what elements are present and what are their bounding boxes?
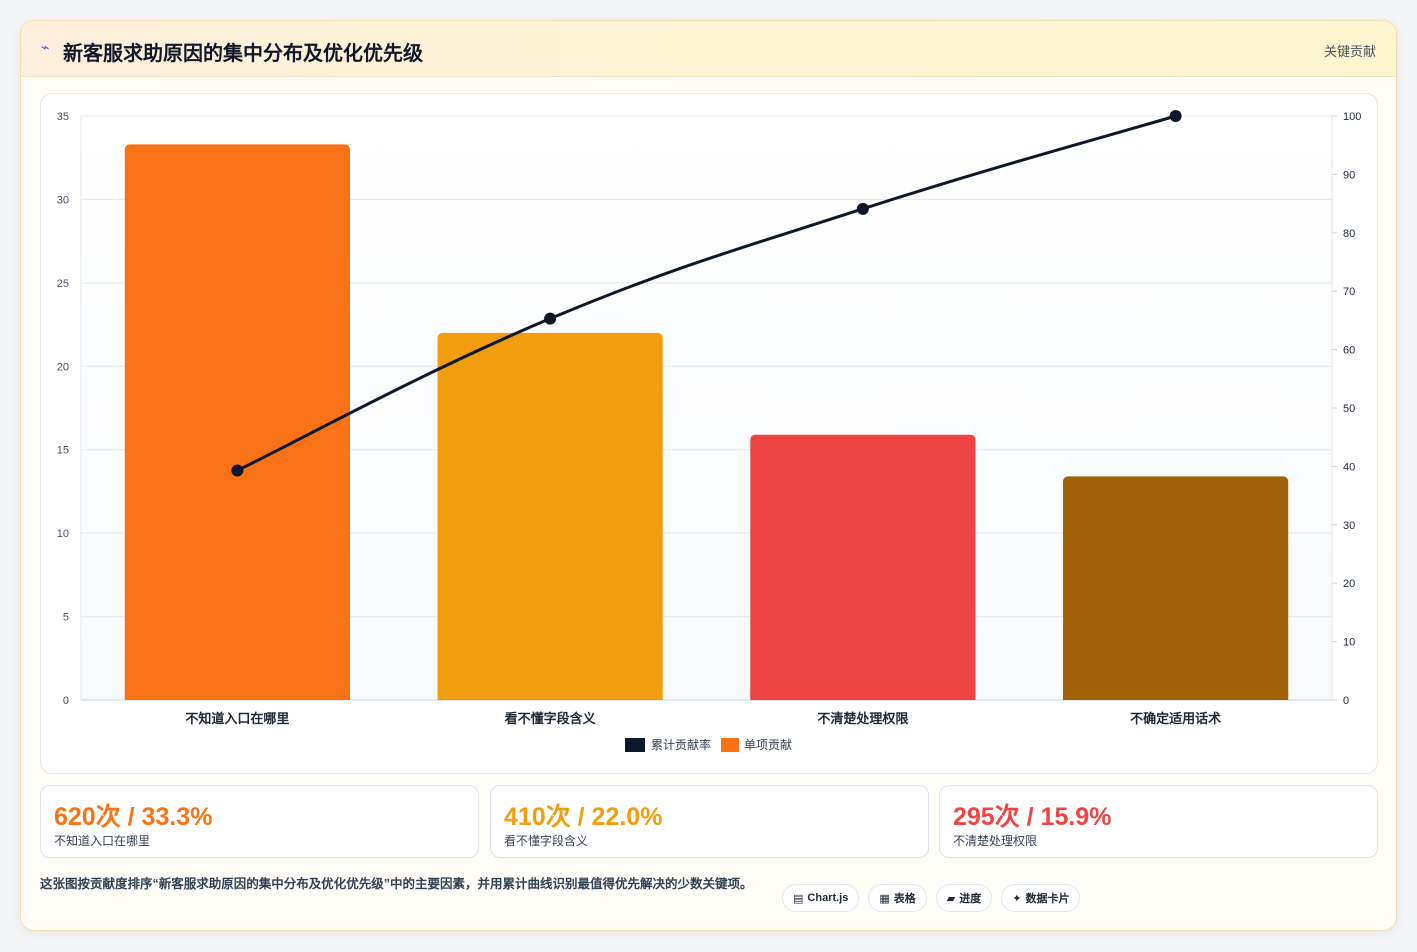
chip-data-card[interactable]: ✦ 数据卡片 bbox=[1001, 884, 1081, 912]
chip-progress[interactable]: ▰ 进度 bbox=[935, 884, 993, 912]
x-tick-label: 看不懂字段含义 bbox=[505, 711, 597, 726]
chip-label: 数据卡片 bbox=[1025, 893, 1070, 905]
chip-label: Chart.js bbox=[807, 892, 849, 904]
x-tick-label: 不知道入口在哪里 bbox=[185, 711, 289, 726]
y-left-tick-label: 0 bbox=[63, 695, 69, 707]
stat-value: 410次 / 22.0% bbox=[504, 803, 663, 831]
y-left-tick-label: 15 bbox=[57, 445, 69, 457]
bar-base bbox=[437, 694, 663, 700]
card-header: ⌁ 新客服求助原因的集中分布及优化优先级 关键贡献 bbox=[21, 21, 1396, 77]
bar-3 bbox=[750, 434, 976, 700]
y-right-tick-label: 10 bbox=[1343, 637, 1355, 649]
legend-label-line: 累计贡献率 bbox=[651, 737, 711, 752]
bar-1 bbox=[124, 144, 350, 700]
y-left-tick-label: 25 bbox=[57, 278, 69, 290]
y-left-tick-label: 5 bbox=[63, 612, 69, 624]
y-right-tick-label: 90 bbox=[1343, 169, 1355, 181]
progress-icon: ▰ bbox=[946, 892, 956, 905]
chart-description: 这张图按贡献度排序“新客服求助原因的集中分布及优化优先级”中的主要因素，并用累计… bbox=[40, 877, 753, 891]
stat-label: 不知道入口在哪里 bbox=[54, 834, 151, 848]
cumulative-line bbox=[236, 114, 1177, 472]
y-left-tick-label: 10 bbox=[57, 528, 69, 540]
bar-base bbox=[1063, 694, 1289, 700]
y-right-tick-label: 60 bbox=[1343, 345, 1355, 357]
bar-4 bbox=[1063, 476, 1289, 700]
cumulative-point-4 bbox=[1169, 110, 1182, 122]
pareto-chart: 0 5 10 15 20 25 30 35 0 10 20 30 40 50 60 70 80 90 100 不知道入… bbox=[57, 110, 1361, 752]
legend-swatch-bar bbox=[721, 738, 739, 752]
chart-icon: ▤ bbox=[793, 892, 804, 905]
y-right-tick-label: 100 bbox=[1343, 111, 1361, 123]
bar-base bbox=[124, 694, 350, 700]
stat-value: 620次 / 33.3% bbox=[54, 803, 213, 831]
sparkle-icon: ✦ bbox=[1012, 892, 1022, 905]
bar-2 bbox=[437, 332, 663, 700]
x-tick-label: 不确定适用话术 bbox=[1130, 711, 1221, 726]
stat-card-2: 410次 / 22.0% 看不懂字段含义 bbox=[490, 785, 929, 858]
legend-swatch-line bbox=[625, 738, 645, 752]
legend-label-bar: 单项贡献 bbox=[744, 737, 792, 752]
stat-card-1: 620次 / 33.3% 不知道入口在哪里 bbox=[40, 785, 479, 858]
header-tag: 关键贡献 bbox=[1323, 44, 1376, 59]
y-right-tick-label: 30 bbox=[1343, 520, 1355, 532]
stat-label: 看不懂字段含义 bbox=[504, 834, 589, 848]
chart-panel: 0 5 10 15 20 25 30 35 0 10 20 30 40 50 60 70 80 90 100 不知道入… bbox=[40, 93, 1378, 774]
y-right-tick-label: 40 bbox=[1343, 461, 1355, 473]
chip-label: 进度 bbox=[959, 893, 982, 905]
stat-value: 295次 / 15.9% bbox=[953, 803, 1112, 831]
y-left-tick-label: 30 bbox=[57, 194, 69, 206]
stat-card-3: 295次 / 15.9% 不清楚处理权限 bbox=[939, 785, 1378, 858]
y-right-tick-label: 50 bbox=[1343, 403, 1355, 415]
y-left-tick-label: 35 bbox=[57, 111, 69, 123]
cumulative-point-2 bbox=[544, 312, 557, 325]
bar-base bbox=[750, 694, 976, 700]
tech-chips: ▤ Chart.js ▦ 表格 ▰ 进度 ✦ 数据卡片 bbox=[782, 884, 1081, 912]
y-right-tick-label: 80 bbox=[1343, 228, 1355, 240]
y-right-tick-label: 0 bbox=[1343, 695, 1349, 707]
chart-card: ⌁ 新客服求助原因的集中分布及优化优先级 关键贡献 0 5 10 15 20 25 30 35… bbox=[20, 20, 1397, 931]
chip-label: 表格 bbox=[893, 893, 916, 905]
y-left-tick-label: 20 bbox=[57, 361, 69, 373]
chip-chartjs[interactable]: ▤ Chart.js bbox=[782, 884, 860, 912]
y-right-tick-label: 20 bbox=[1343, 578, 1355, 590]
x-tick-label: 不清楚处理权限 bbox=[817, 711, 909, 726]
cumulative-point-1 bbox=[231, 464, 244, 477]
stat-label: 不清楚处理权限 bbox=[953, 834, 1038, 848]
y-right-tick-label: 70 bbox=[1343, 286, 1355, 298]
chip-table[interactable]: ▦ 表格 bbox=[868, 884, 927, 912]
page-title: 新客服求助原因的集中分布及优化优先级 bbox=[63, 43, 423, 65]
bolt-icon: ⌁ bbox=[41, 39, 50, 55]
table-icon: ▦ bbox=[879, 892, 890, 905]
cumulative-point-3 bbox=[856, 202, 869, 215]
